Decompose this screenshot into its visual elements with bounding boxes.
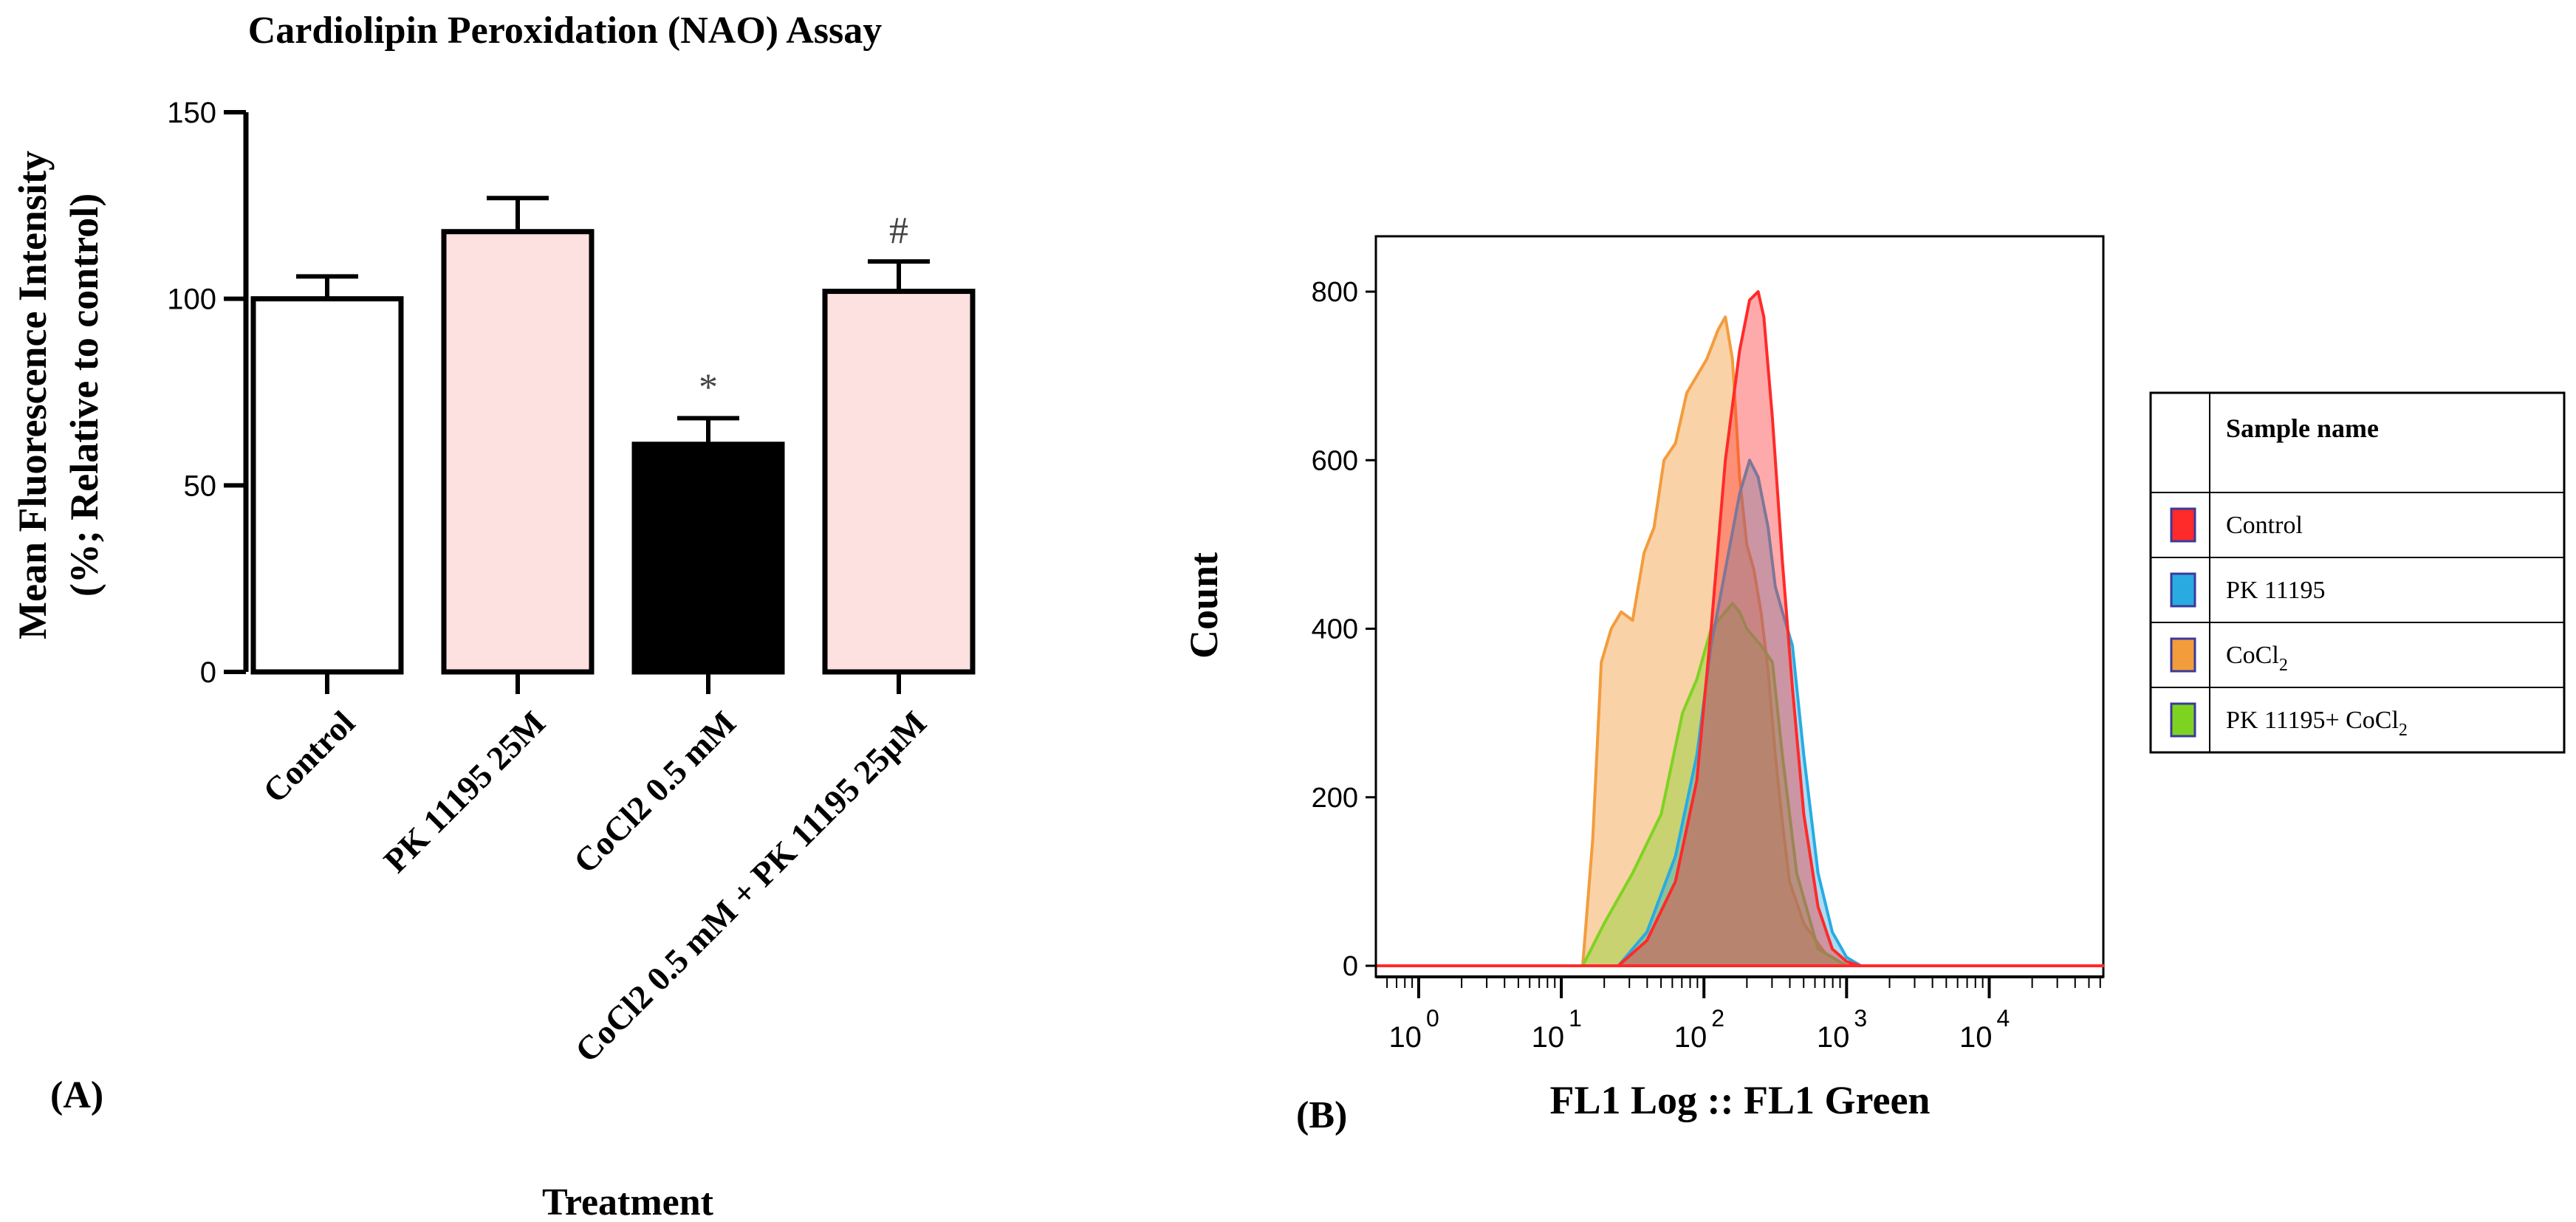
panel-a-significance-marker: # xyxy=(889,210,908,252)
panel-b-x-tick-exponent: 1 xyxy=(1569,1005,1582,1032)
panel-a-category-label: CoCl2 0.5 mM + PK 11195 25µM xyxy=(568,704,934,1069)
panel-a-label: (A) xyxy=(50,1074,103,1116)
panel-b-y-tick-label: 600 xyxy=(1312,445,1358,476)
panel-b-y-axis-label: Count xyxy=(1182,552,1226,659)
panel-b-x-tick-exponent: 2 xyxy=(1711,1005,1724,1032)
panel-a-category-label: CoCl2 0.5 mM xyxy=(566,704,743,880)
panel-b-x-axis-label: FL1 Log :: FL1 Green xyxy=(1550,1078,1931,1122)
panel-a-y-tick-label: 150 xyxy=(167,97,216,129)
legend-swatch xyxy=(2170,702,2196,738)
panel-a-y-ticks: 0 50 100 150 xyxy=(167,97,246,689)
panel-a-title: Cardiolipin Peroxidation (NAO) Assay xyxy=(248,10,883,52)
panel-b-x-tick-exponent: 3 xyxy=(1854,1005,1867,1032)
legend-header: Sample name xyxy=(2226,413,2379,443)
legend-label-subscript: 2 xyxy=(2279,656,2288,675)
panel-a-category-label: Control xyxy=(256,704,362,810)
panel-b-histogram-control xyxy=(1374,290,2105,967)
panel-a-bar xyxy=(822,289,976,675)
legend-label-text: PK 11195 xyxy=(2226,577,2325,604)
panel-a-y-tick-label: 50 xyxy=(184,470,217,502)
panel-b-x-tick-exponent: 0 xyxy=(1426,1005,1439,1032)
panel-b-y-tick-label: 200 xyxy=(1312,783,1358,814)
legend-swatch xyxy=(2170,572,2196,608)
legend-label: PK 11195+ CoCl2 xyxy=(2226,707,2408,740)
legend-label: Control xyxy=(2226,512,2303,539)
panel-b-y-tick-label: 800 xyxy=(1312,277,1358,308)
panel-b-x-tick-base: 10 xyxy=(1388,1021,1422,1054)
panel-a-x-axis-label: Treatment xyxy=(542,1181,714,1222)
panel-b-histogram-pk-11195 xyxy=(1374,459,2105,967)
panel-b-histogram-pk-11195-cocl2 xyxy=(1374,602,2105,967)
panel-b-label: (B) xyxy=(1296,1094,1347,1136)
panel-a-category-label: PK 11195 25M xyxy=(377,704,552,879)
panel-a-bar xyxy=(631,442,785,675)
panel-b-histogram-cocl2 xyxy=(1374,315,2105,967)
panel-b-x-tick-base: 10 xyxy=(1959,1021,1993,1054)
legend-swatch xyxy=(2170,507,2196,543)
panel-a-bar-chart: Cardiolipin Peroxidation (NAO) Assay Mea… xyxy=(10,10,976,1222)
legend-label: CoCl2 xyxy=(2226,642,2288,675)
panel-a-y-tick-label: 100 xyxy=(167,284,216,316)
panel-b-x-tick-base: 10 xyxy=(1674,1021,1707,1054)
panel-a-bar xyxy=(250,296,404,675)
legend-label-text: Control xyxy=(2226,512,2303,539)
panel-a-bars: *# xyxy=(250,196,976,694)
panel-b-x-tick-base: 10 xyxy=(1532,1021,1565,1054)
panel-b-histogram-areas xyxy=(1374,290,2105,967)
panel-a-y-tick-label: 0 xyxy=(200,656,216,689)
panel-b-y-tick-label: 0 xyxy=(1343,951,1358,982)
panel-b-x-tick-base: 10 xyxy=(1817,1021,1850,1054)
panel-a-y-axis-label-line2: (%; Relative to control) xyxy=(62,193,106,597)
legend-swatch xyxy=(2170,637,2196,673)
legend-table-frame xyxy=(2149,391,2566,754)
panel-b-x-tick-exponent: 4 xyxy=(1996,1005,2010,1032)
panel-b-y-ticks: 0 200 400 600 800 xyxy=(1312,277,1376,982)
legend-label-subscript: 2 xyxy=(2399,721,2408,740)
legend-label-text: CoCl xyxy=(2226,642,2279,669)
panel-b-y-tick-label: 400 xyxy=(1312,614,1358,645)
legend-label: PK 11195 xyxy=(2226,577,2325,604)
panel-a-significance-marker: * xyxy=(699,366,718,408)
panel-a-y-axis-label-line1: Mean Fluorescence Intensity xyxy=(10,151,55,639)
legend-label-text: PK 11195+ CoCl xyxy=(2226,707,2399,734)
panel-a-bar xyxy=(441,229,595,675)
